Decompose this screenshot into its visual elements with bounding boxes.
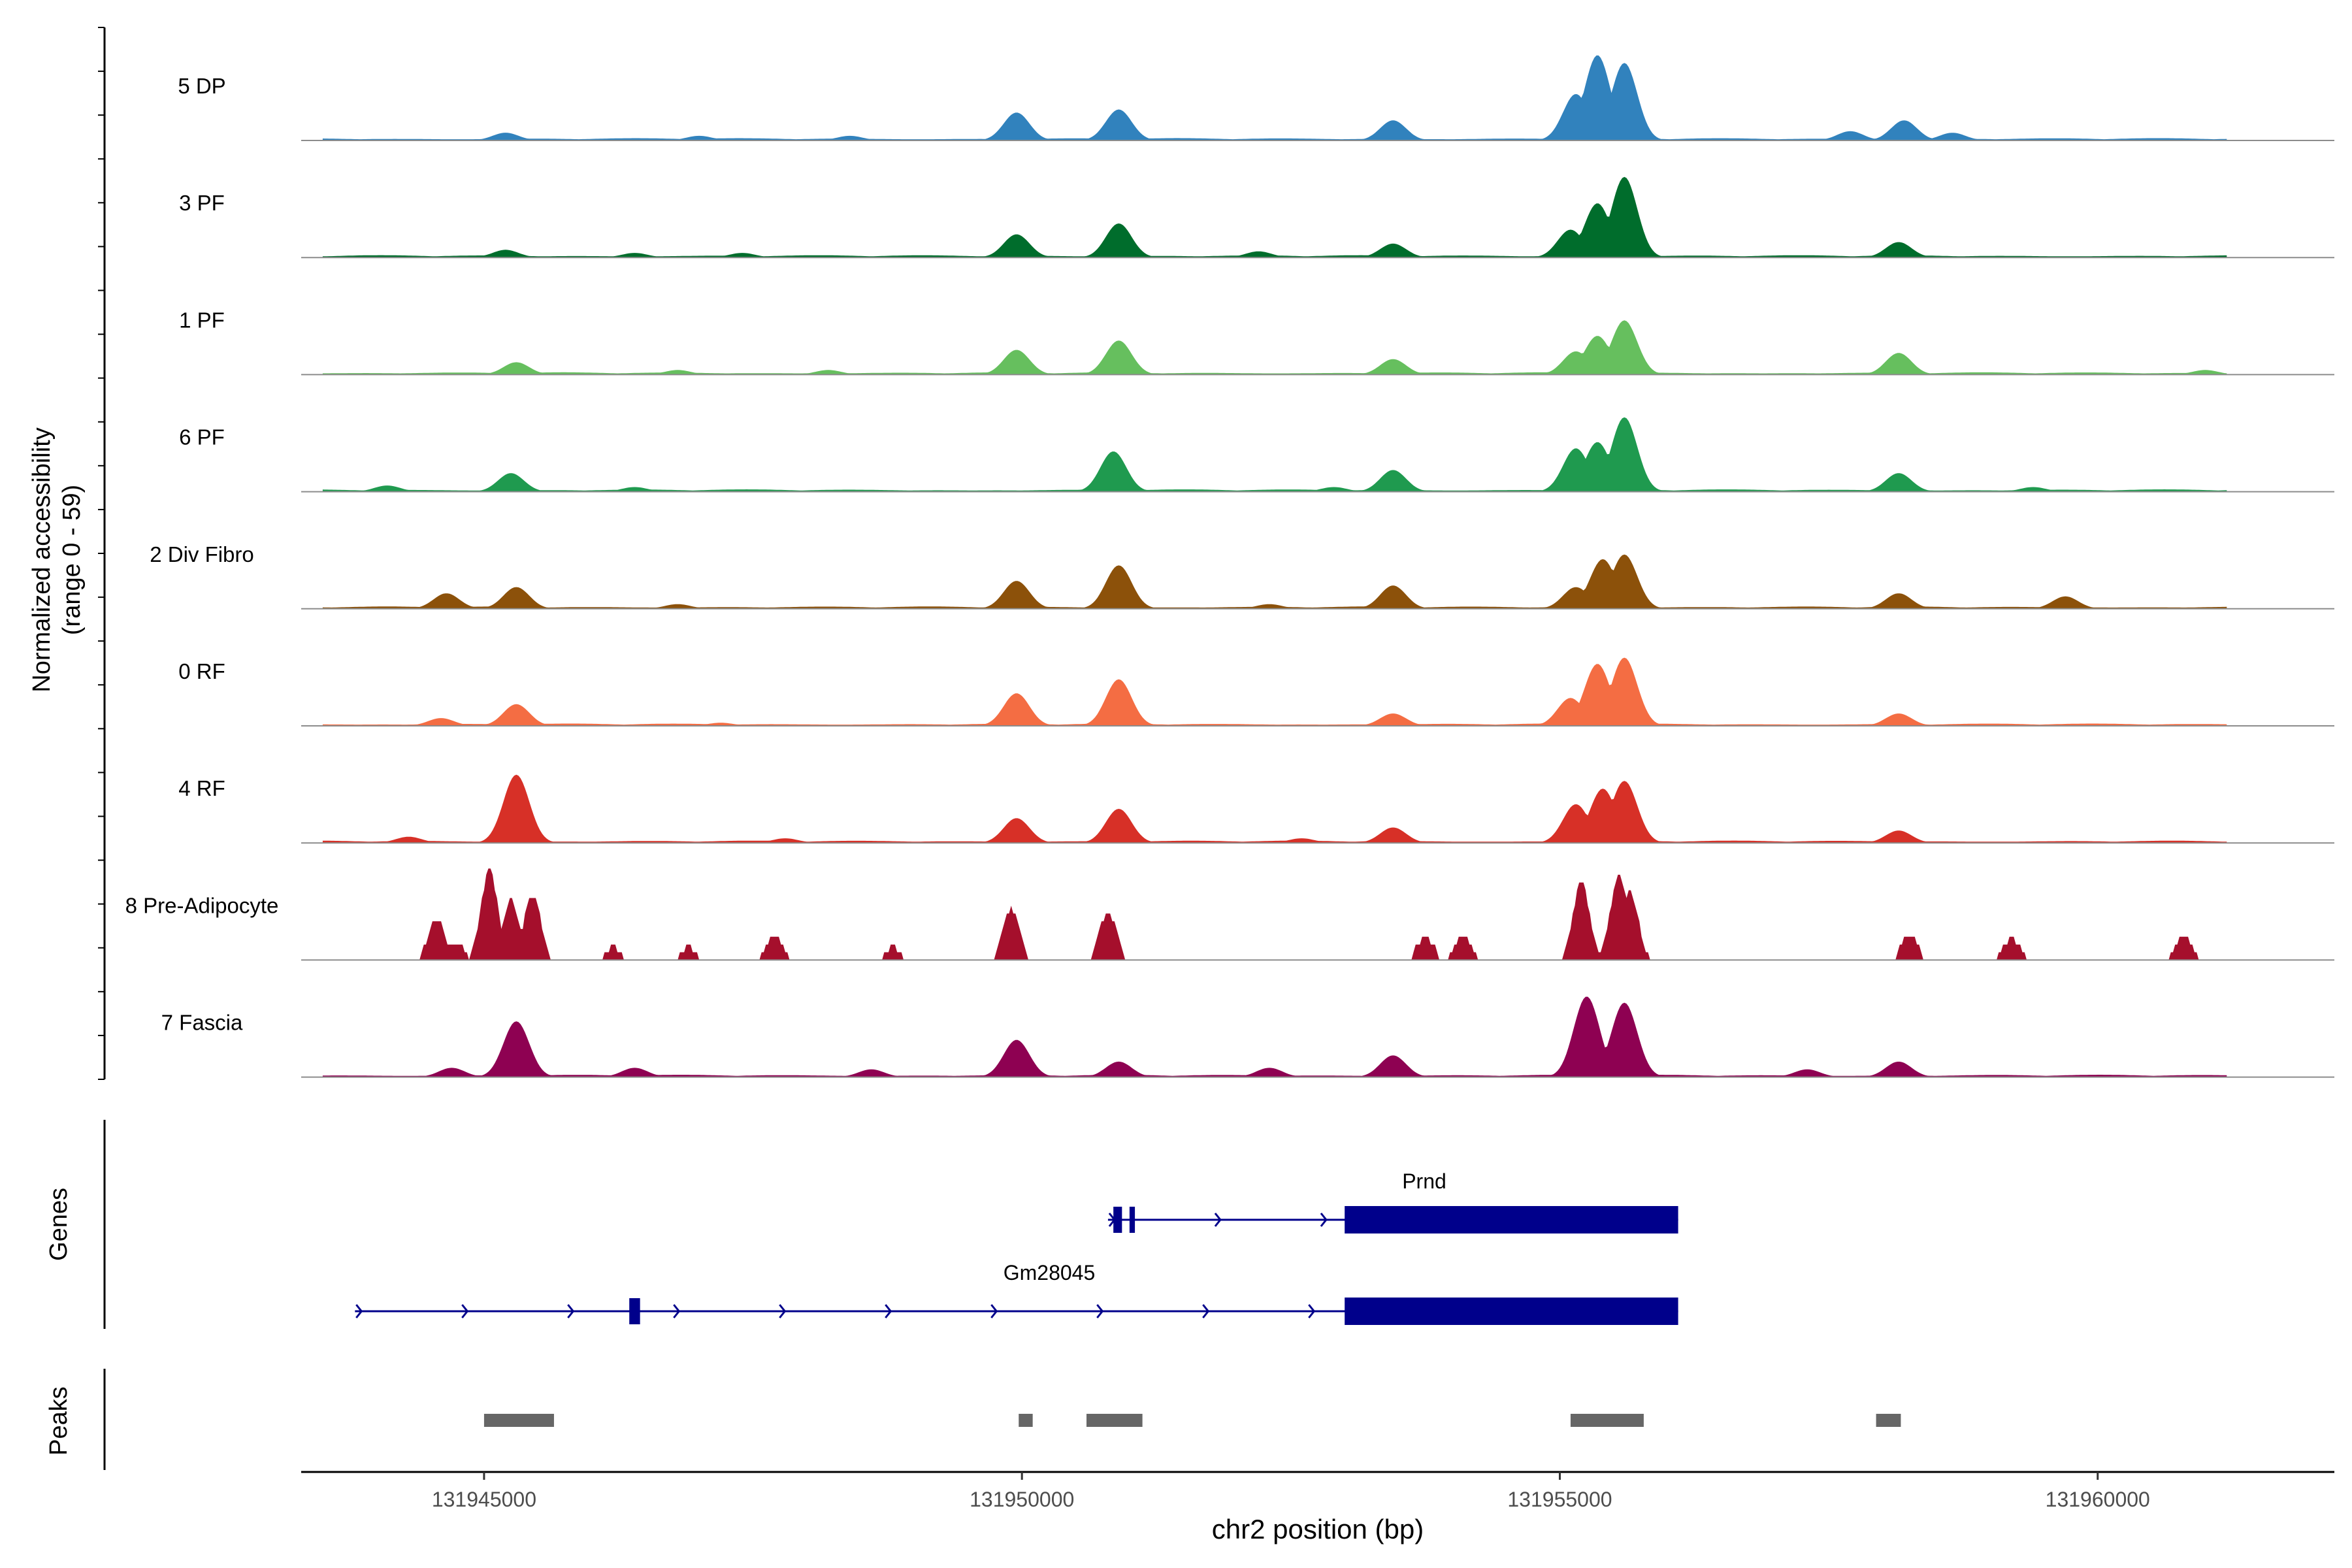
track-2-div-fibro: 2 Div Fibro — [150, 542, 2334, 610]
gene-label: Prnd — [1402, 1169, 1446, 1193]
strand-arrow — [1320, 1213, 1328, 1227]
track-area — [322, 774, 2227, 843]
x-axis-ticks: 131945000 131950000 131955000 131960000 — [432, 1472, 2150, 1511]
coverage-y-ticks — [98, 27, 105, 1080]
peak-region — [483, 1414, 554, 1427]
peak-region — [1019, 1414, 1033, 1427]
strand-arrow — [1214, 1213, 1222, 1227]
peak-region — [1570, 1414, 1644, 1427]
track-label: 2 Div Fibro — [150, 542, 254, 566]
strand-arrow — [1202, 1304, 1210, 1318]
peaks-axis-title: Peaks — [45, 1386, 73, 1456]
gene-label: Gm28045 — [1004, 1261, 1096, 1284]
strand-arrow — [673, 1304, 681, 1318]
track-label: 7 Fascia — [161, 1011, 243, 1035]
track-4-rf: 4 RF — [178, 774, 2334, 844]
track-8-pre-adipocyte: 8 Pre-Adipocyte — [125, 868, 2334, 961]
coverage-tracks: 5 DP 3 PF 1 PF 6 PF 2 Div Fibro 0 RF 4 RF 8 Pre… — [125, 55, 2334, 1078]
strand-arrow — [885, 1304, 892, 1318]
genes-panel: Genes Prnd Gm28045 — [45, 1120, 1678, 1329]
gene-models: Prnd Gm28045 — [355, 1169, 1678, 1325]
track-3-pf: 3 PF — [179, 176, 2334, 259]
x-axis-title: chr2 position (bp) — [1212, 1514, 1424, 1544]
genes-axis-title: Genes — [45, 1188, 73, 1261]
gene-gm28045: Gm28045 — [355, 1261, 1678, 1325]
track-5-dp: 5 DP — [178, 55, 2334, 141]
strand-arrow — [990, 1304, 998, 1318]
peaks-panel: Peaks — [45, 1369, 1901, 1470]
y-axis-title-line2: (range 0 - 59) — [58, 485, 86, 635]
peak-region — [1876, 1414, 1901, 1427]
x-tick-label: 131960000 — [2046, 1488, 2150, 1511]
track-6-pf: 6 PF — [179, 417, 2334, 493]
x-axis: 131945000 131950000 131955000 131960000 chr… — [301, 1471, 2334, 1544]
track-area — [322, 320, 2227, 375]
strand-arrow — [779, 1304, 787, 1318]
x-tick-label: 131955000 — [1507, 1488, 1612, 1511]
track-label: 3 PF — [179, 191, 225, 215]
track-1-pf: 1 PF — [179, 308, 2334, 376]
track-7-fascia: 7 Fascia — [161, 996, 2334, 1078]
track-area — [322, 996, 2227, 1077]
track-label: 4 RF — [178, 776, 225, 800]
track-label: 0 RF — [178, 659, 225, 683]
exon-block — [1345, 1206, 1678, 1233]
track-area — [322, 868, 2227, 960]
exon-block — [1345, 1298, 1678, 1325]
exon-tick — [629, 1298, 640, 1324]
track-0-rf: 0 RF — [178, 657, 2334, 727]
y-axis-title-line1: Normalized accessibility — [28, 427, 56, 692]
strand-arrow — [1308, 1304, 1316, 1318]
strand-arrow — [567, 1304, 575, 1318]
track-label: 8 Pre-Adipocyte — [125, 893, 279, 917]
strand-arrow — [1096, 1304, 1104, 1318]
coverage-y-axis — [98, 27, 106, 1080]
track-area — [322, 554, 2227, 609]
gene-prnd: Prnd — [1107, 1169, 1678, 1233]
x-tick-label: 131950000 — [970, 1488, 1074, 1511]
track-area — [322, 417, 2227, 492]
peak-region — [1086, 1414, 1143, 1427]
strand-arrow — [461, 1304, 469, 1318]
strand-arrow — [355, 1304, 363, 1318]
x-tick-label: 131945000 — [432, 1488, 536, 1511]
exon-tick — [1129, 1207, 1135, 1233]
track-area — [322, 657, 2227, 726]
track-label: 5 DP — [178, 74, 225, 98]
exon-tick — [1113, 1207, 1122, 1233]
peak-regions — [483, 1414, 1901, 1427]
track-label: 1 PF — [179, 308, 225, 332]
track-label: 6 PF — [179, 425, 225, 449]
